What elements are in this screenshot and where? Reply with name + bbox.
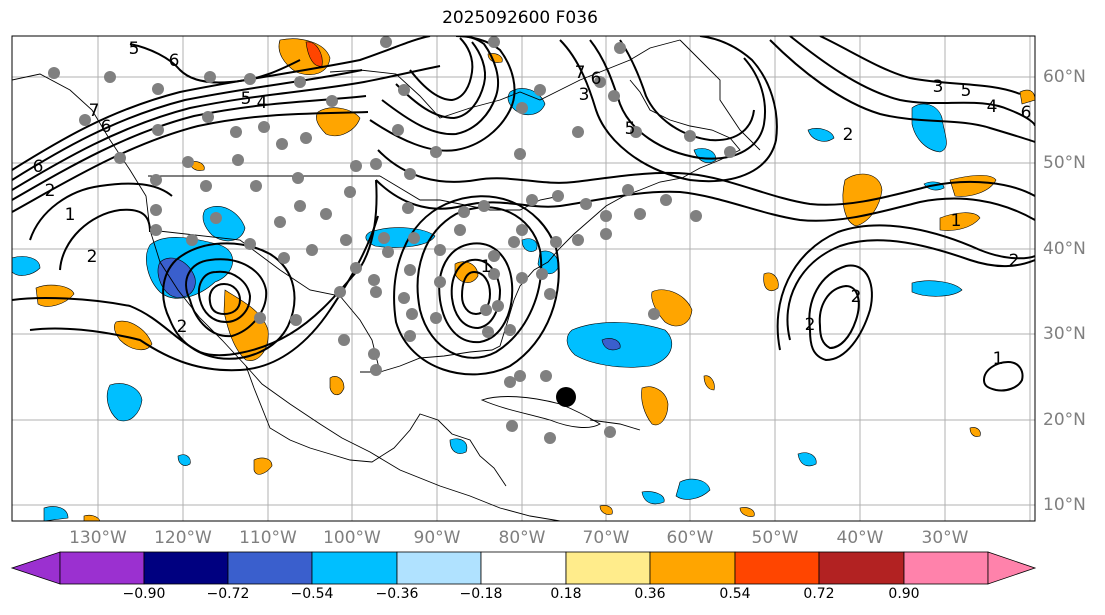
contour-label: 1 [65, 205, 76, 225]
lon-label: 130°W [69, 528, 127, 548]
lon-label: 40°W [836, 528, 884, 548]
contour-label: 6 [1021, 103, 1032, 123]
contour-label: 2 [177, 317, 188, 337]
contour-label: 6 [101, 117, 112, 137]
colorbar-segment [818, 551, 905, 585]
contour-label: 4 [987, 97, 998, 117]
colorbar-segment [903, 551, 989, 585]
contour-label: 5 [129, 39, 140, 59]
lon-label: 100°W [323, 528, 381, 548]
gridlines [12, 36, 1035, 521]
map-frame [11, 35, 1036, 522]
lat-label: 60°N [1043, 67, 1086, 87]
colorbar-segment [480, 551, 567, 585]
contours [12, 36, 1035, 392]
lon-label: 60°W [666, 528, 714, 548]
contour-label: 2 [45, 181, 56, 201]
contour-label: 4 [257, 93, 268, 113]
colorbar-tick: 0.36 [634, 586, 666, 602]
colorbar-segment [649, 551, 736, 585]
colorbar-tick: −0.54 [290, 586, 334, 602]
lon-label: 80°W [498, 528, 546, 548]
colorbar-segment [59, 551, 145, 585]
contour-label: 7 [575, 63, 586, 83]
colorbar-tick: −0.36 [375, 586, 419, 602]
contour-label: 1 [481, 257, 492, 277]
colorbar-tick: 0.54 [719, 586, 751, 602]
contour-label: 2 [851, 287, 862, 307]
lon-label: 110°W [239, 528, 297, 548]
lon-label: 50°W [751, 528, 799, 548]
contour-label: 6 [33, 157, 44, 177]
pos-anomaly-mexico [223, 289, 269, 361]
lat-label: 40°N [1043, 239, 1086, 259]
colorbar-tick: 0.72 [803, 586, 835, 602]
contour-label: 6 [591, 69, 602, 89]
contour-label: 2 [1009, 251, 1020, 271]
lat-label: 20°N [1043, 410, 1086, 430]
contour-label: 3 [933, 77, 944, 97]
colorbar-segment [734, 551, 820, 585]
contour-label: 7 [89, 101, 100, 121]
colorbar-tick: −0.18 [459, 586, 503, 602]
colorbar-segment [565, 551, 651, 585]
colorbar-extend-high [987, 551, 1037, 585]
contour-label: 1 [951, 211, 962, 231]
contour-label: 5 [241, 89, 252, 109]
colorbar-segment [396, 551, 482, 585]
colorbar-extend-low [10, 551, 61, 585]
colorbar-segment [311, 551, 398, 585]
lat-label: 10°N [1043, 495, 1086, 515]
lon-label: 120°W [154, 528, 212, 548]
colorbar [10, 551, 1037, 585]
contour-label: 1 [993, 349, 1004, 369]
colorbar-segment [227, 551, 313, 585]
contour-label: 6 [169, 51, 180, 71]
colorbar-tick: −0.90 [122, 586, 166, 602]
contour-label: 2 [843, 125, 854, 145]
station-dots [48, 36, 736, 444]
colorbar-tick: −0.72 [206, 586, 250, 602]
map-title: 2025092600 F036 [442, 8, 598, 28]
coastlines [12, 39, 761, 521]
contour-label: 3 [579, 85, 590, 105]
lon-label: 70°W [582, 528, 630, 548]
lat-label: 30°N [1043, 324, 1086, 344]
contour-labels: 5 6 6 5 4 7 6 5 3 7 6 2 5 4 3 2 1 2 2 1 … [33, 39, 1032, 369]
colorbar-tick: 0.90 [888, 586, 920, 602]
colorbar-segment [143, 551, 229, 585]
lon-label: 90°W [413, 528, 461, 548]
contour-label: 2 [87, 247, 98, 267]
storm-marker [556, 387, 576, 407]
contour-label: 5 [625, 119, 636, 139]
contour-label: 5 [961, 81, 972, 101]
lat-label: 50°N [1043, 153, 1086, 173]
contour-label: 2 [805, 315, 816, 335]
colorbar-tick: 0.18 [550, 586, 582, 602]
lon-label: 30°W [921, 528, 969, 548]
